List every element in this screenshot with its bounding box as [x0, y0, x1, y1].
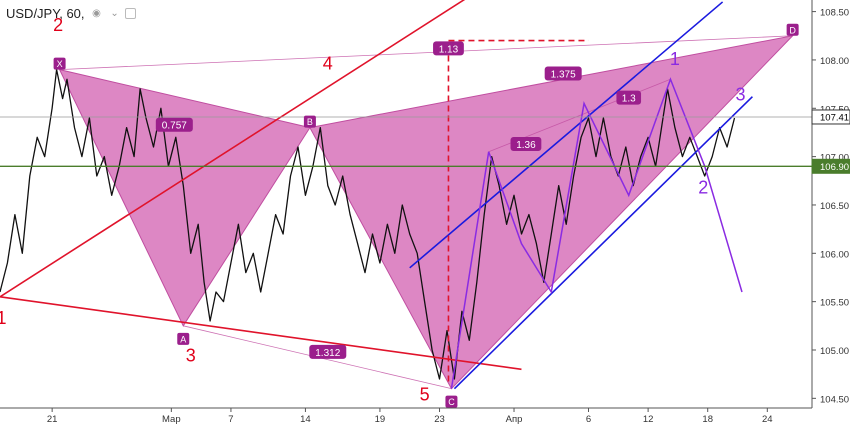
ratio-label: 1.312: [315, 348, 340, 359]
ratio-label-box[interactable]: [544, 66, 582, 81]
pattern-point-badge[interactable]: [303, 115, 316, 128]
eye-icon[interactable]: ◉: [92, 7, 101, 19]
ratio-label: 1.375: [551, 69, 576, 80]
ratio-label-box[interactable]: [155, 117, 193, 132]
ratio-label-box[interactable]: [510, 137, 542, 152]
red-trend-line[interactable]: [0, 296, 522, 371]
pattern-point-label: C: [448, 397, 455, 407]
time-axis-label: 7: [228, 414, 233, 425]
blue-channel-line[interactable]: [453, 96, 753, 390]
settings-box-icon[interactable]: [124, 7, 136, 19]
time-axis-label: 19: [375, 414, 386, 425]
pattern-point-label: D: [789, 25, 796, 35]
price-marker-label: 106.90: [820, 162, 849, 173]
blue-channel-line[interactable]: [409, 1, 724, 269]
pattern-connector-line[interactable]: [59, 35, 793, 71]
time-axis-label: 21: [47, 414, 58, 425]
price-marker-label: 107.41: [820, 112, 849, 123]
price-axis-label: 105.50: [820, 298, 849, 309]
pattern-point-label: B: [307, 117, 313, 127]
ratio-label: 0.757: [162, 121, 187, 132]
purple-wave-line[interactable]: [450, 77, 743, 389]
price-axis-label: 108.50: [820, 8, 849, 19]
price-axis-label: 104.50: [820, 394, 849, 405]
price-axis-label: 106.00: [820, 249, 849, 260]
time-axis-label: 6: [586, 414, 591, 425]
time-axis-label: Апр: [506, 414, 523, 425]
price-axis-label: 108.00: [820, 56, 849, 67]
ratio-label: 1.36: [516, 140, 536, 151]
price-axis-bg: [812, 0, 850, 425]
ratio-label-box[interactable]: [309, 344, 347, 359]
ratio-label-box[interactable]: [616, 90, 642, 105]
ratio-label: 1.13: [439, 44, 459, 55]
price-axis-label: 106.50: [820, 201, 849, 212]
wave-count-label: 5: [420, 384, 430, 404]
wave-count-label: 4: [323, 54, 333, 74]
time-axis-label: 23: [434, 414, 445, 425]
wave-count-label: 1: [0, 308, 6, 328]
pattern-point-badge[interactable]: [445, 395, 458, 408]
price-marker-box[interactable]: [811, 109, 850, 125]
pattern-point-badge[interactable]: [786, 23, 799, 36]
time-axis-label: 24: [762, 414, 773, 425]
price-marker-box[interactable]: [811, 158, 850, 174]
wave-count-label: 1: [670, 49, 680, 69]
price-axis-label: 107.00: [820, 153, 849, 164]
time-axis-label: 12: [643, 414, 654, 425]
wave-count-label: 3: [186, 346, 196, 366]
pattern-point-label: X: [57, 59, 63, 69]
red-trend-line[interactable]: [0, 0, 551, 298]
wave-count-label: 2: [53, 15, 63, 35]
wave-count-label: 3: [735, 85, 745, 105]
pattern-point-badge[interactable]: [177, 332, 190, 345]
price-axis-label: 105.00: [820, 346, 849, 357]
pattern-point-badge[interactable]: [53, 57, 66, 70]
time-axis-label: 18: [702, 414, 713, 425]
pattern-triangle[interactable]: [309, 34, 795, 390]
time-axis-bg: [0, 408, 850, 425]
ratio-label-box[interactable]: [433, 41, 464, 56]
chevron-down-icon[interactable]: ⌄: [110, 7, 119, 19]
ratio-label: 1.3: [622, 94, 636, 105]
pattern-point-label: A: [180, 334, 186, 344]
symbol-title[interactable]: USD/JPY, 60,: [6, 5, 85, 21]
wave-count-label: 2: [698, 177, 708, 197]
chart-header: USD/JPY, 60, ◉ ⌄: [0, 4, 136, 22]
time-axis-label: 14: [300, 414, 311, 425]
time-axis-label: Мар: [162, 414, 181, 425]
